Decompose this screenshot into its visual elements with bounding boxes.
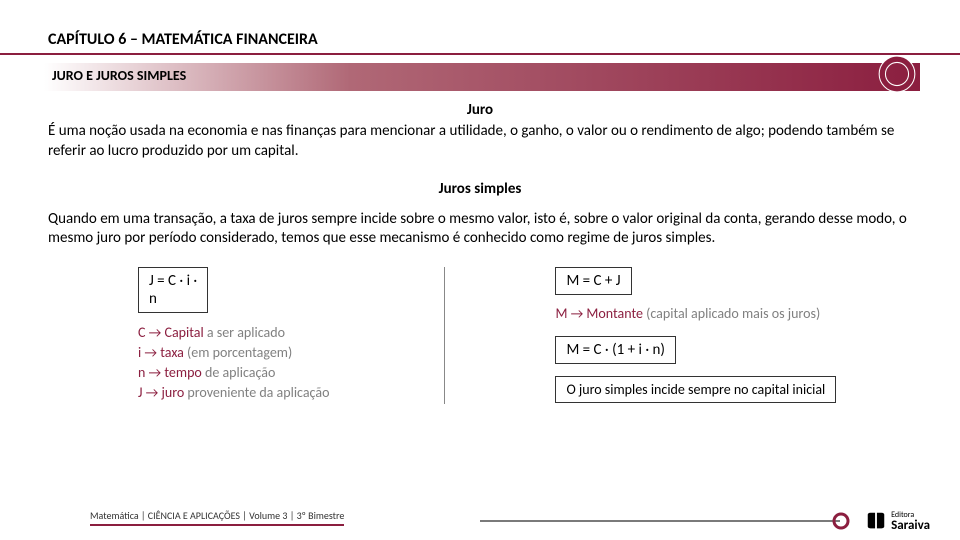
legend-i-arrow: → bbox=[144, 344, 157, 361]
formula-m1: M = C + J bbox=[555, 267, 631, 295]
juros-simples-paragraph: Quando em uma transação, a taxa de juros… bbox=[48, 210, 912, 249]
section-bar: JURO E JUROS SIMPLES bbox=[0, 63, 960, 91]
legend-c: C → Capital a ser aplicado bbox=[138, 323, 444, 343]
legend-j-rest: proveniente da aplicação bbox=[184, 384, 329, 401]
legend-j-var: J bbox=[138, 384, 142, 401]
content: Juro É uma noção usada na economia e nas… bbox=[0, 91, 960, 404]
legend-c-var: C bbox=[138, 324, 145, 341]
chapter-title: CAPÍTULO 6 – MATEMÁTICA FINANCEIRA bbox=[0, 0, 960, 55]
juro-title: Juro bbox=[48, 101, 912, 119]
legend-n-var: n bbox=[138, 364, 145, 381]
juro-text: É uma noção usada na economia e nas fina… bbox=[48, 121, 912, 162]
formula-j: J = C · i · n bbox=[138, 267, 208, 313]
legend-j-label: juro bbox=[162, 384, 185, 401]
two-columns: J = C · i · n C → Capital a ser aplicado… bbox=[48, 267, 912, 404]
publisher-logo: Editora Saraiva bbox=[865, 510, 930, 532]
legend-j-arrow: → bbox=[146, 384, 159, 401]
juros-simples-title: Juros simples bbox=[48, 180, 912, 198]
legend-c-arrow: → bbox=[149, 324, 162, 341]
legend-n-label: tempo bbox=[164, 364, 201, 381]
legend: C → Capital a ser aplicado i → taxa (em … bbox=[138, 323, 444, 404]
legend-c-label: Capital bbox=[165, 324, 204, 341]
section-label: JURO E JUROS SIMPLES bbox=[52, 67, 186, 84]
legend-i-label: taxa bbox=[160, 344, 184, 361]
montante-emph: Montante bbox=[586, 305, 643, 322]
legend-n-rest: de aplicação bbox=[202, 364, 276, 381]
column-left: J = C · i · n C → Capital a ser aplicado… bbox=[48, 267, 445, 404]
formula-j-line2: n bbox=[149, 290, 157, 308]
montante-note: M → Montante (capital aplicado mais os j… bbox=[555, 305, 912, 322]
logo-text: Editora Saraiva bbox=[891, 511, 930, 532]
footer-text: Matemática | CIÊNCIA E APLICAÇÕES | Volu… bbox=[90, 509, 344, 526]
legend-n: n → tempo de aplicação bbox=[138, 363, 444, 383]
montante-prefix: M → bbox=[555, 305, 586, 322]
legend-j: J → juro proveniente da aplicação bbox=[138, 383, 444, 403]
footer-divider bbox=[480, 520, 840, 522]
column-right: M = C + J M → Montante (capital aplicado… bbox=[445, 267, 912, 404]
book-icon bbox=[865, 510, 887, 532]
logo-big: Saraiva bbox=[891, 519, 930, 532]
legend-i: i → taxa (em porcentagem) bbox=[138, 343, 444, 363]
formula-j-line1: J = C · i · bbox=[149, 272, 197, 290]
formula-m2: M = C · (1 + i · n) bbox=[555, 336, 676, 364]
legend-n-arrow: → bbox=[149, 364, 162, 381]
final-note: O juro simples incide sempre no capital … bbox=[555, 376, 836, 403]
montante-rest: (capital aplicado mais os juros) bbox=[643, 305, 820, 322]
legend-i-var: i bbox=[138, 344, 141, 361]
legend-i-rest: (em porcentagem) bbox=[184, 344, 292, 361]
ring-icon bbox=[876, 53, 918, 95]
legend-c-rest: a ser aplicado bbox=[204, 324, 285, 341]
footer-ring-icon bbox=[830, 510, 852, 532]
